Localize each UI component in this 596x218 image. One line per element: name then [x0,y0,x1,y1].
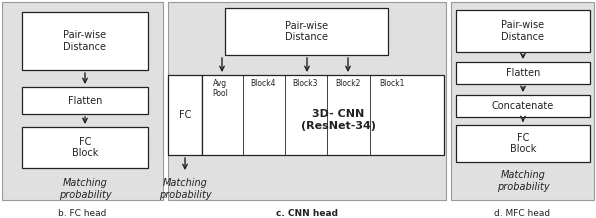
Bar [456,62,590,84]
Text: b. FC head: b. FC head [58,209,106,218]
Bar [456,125,590,162]
Bar [225,8,388,55]
Bar [22,12,148,70]
Text: Pair-wise
Distance: Pair-wise Distance [501,20,545,42]
Text: Flatten: Flatten [68,95,102,106]
Text: FC
Block: FC Block [72,137,98,158]
Bar [2,2,163,200]
Bar [456,95,590,117]
Bar [168,75,202,155]
Text: Flatten: Flatten [506,68,540,78]
Text: Block3: Block3 [292,79,318,88]
Text: Concatenate: Concatenate [492,101,554,111]
Text: Matching
probability: Matching probability [496,170,550,192]
Text: 3D- CNN
(ResNet-34): 3D- CNN (ResNet-34) [300,109,375,131]
Text: FC
Block: FC Block [510,133,536,154]
Bar [168,2,446,200]
Bar [22,127,148,168]
Text: Matching
probability: Matching probability [58,178,111,200]
Bar [456,10,590,52]
Text: Pair-wise
Distance: Pair-wise Distance [63,30,107,52]
Text: Block4: Block4 [250,79,276,88]
Text: Block2: Block2 [336,79,361,88]
Bar [451,2,594,200]
Text: Avg
Pool: Avg Pool [212,79,228,98]
Bar [202,75,444,155]
Text: Block1: Block1 [379,79,405,88]
Text: Pair-wise
Distance: Pair-wise Distance [285,21,328,42]
Text: d. MFC head: d. MFC head [494,209,550,218]
Text: c. CNN head: c. CNN head [276,209,338,218]
Text: FC: FC [179,110,191,120]
Text: Matching
probability: Matching probability [159,178,212,200]
Bar [22,87,148,114]
